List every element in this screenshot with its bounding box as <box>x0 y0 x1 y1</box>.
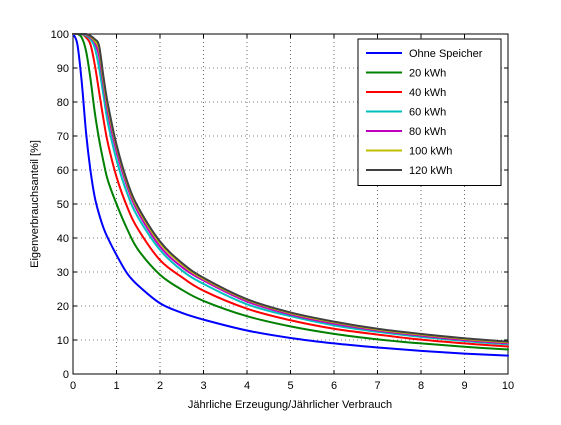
legend-label-1: 20 kWh <box>409 68 446 80</box>
legend-label-0: Ohne Speicher <box>409 48 483 60</box>
series-line-0 <box>72 33 509 357</box>
x-tick-label: 3 <box>200 380 206 392</box>
legend: Ohne Speicher 20 kWh 40 kWh 60 kWh 80 kWh 100… <box>357 38 502 186</box>
y-tick-label: 70 <box>57 131 69 143</box>
legend-label-6: 120 kWh <box>409 165 452 177</box>
legend-label-5: 100 kWh <box>409 146 452 158</box>
series-line-2 <box>72 33 509 348</box>
x-tick-label: 10 <box>502 380 514 392</box>
x-tick-label: 8 <box>418 380 424 392</box>
y-tick-label: 80 <box>57 97 69 109</box>
x-tick-label: 4 <box>244 380 250 392</box>
y-tick-label: 30 <box>57 267 69 279</box>
y-axis-label: Eigenverbrauchsanteil [%] <box>29 140 41 268</box>
y-tick-label: 20 <box>57 301 69 313</box>
x-tick-label: 0 <box>70 380 76 392</box>
legend-label-4: 80 kWh <box>409 126 446 138</box>
x-tick-label: 2 <box>157 380 163 392</box>
y-tick-label: 60 <box>57 165 69 177</box>
series-line-1 <box>72 33 509 351</box>
y-tick-label: 50 <box>57 199 69 211</box>
y-tick-label: 0 <box>63 369 69 381</box>
x-tick-label: 9 <box>461 380 467 392</box>
legend-label-2: 40 kWh <box>409 87 446 99</box>
series-line-3 <box>72 33 509 346</box>
x-tick-label: 1 <box>113 380 119 392</box>
x-tick-label: 6 <box>331 380 337 392</box>
series-lines <box>72 33 509 357</box>
x-tick-label: 5 <box>287 380 293 392</box>
series-line-6 <box>72 33 509 343</box>
y-tick-label: 40 <box>57 233 69 245</box>
x-axis-label: Jährliche Erzeugung/Jährlicher Verbrauch <box>188 399 392 411</box>
y-tick-label: 100 <box>51 29 69 41</box>
y-tick-label: 90 <box>57 63 69 75</box>
x-tick-label: 7 <box>374 380 380 392</box>
legend-label-3: 60 kWh <box>409 107 446 119</box>
y-tick-label: 10 <box>57 335 69 347</box>
